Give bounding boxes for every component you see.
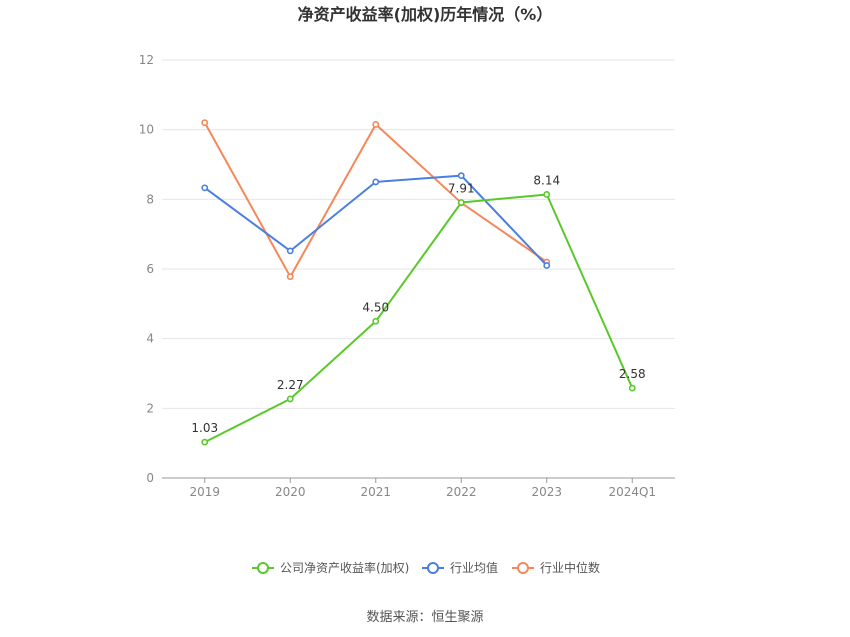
data-labels: 1.03 2.27 4.50 7.91 8.14 2.58 [191, 173, 645, 435]
y-tick-label: 2 [146, 401, 154, 415]
y-tick-label: 0 [146, 471, 154, 485]
y-tick-label: 8 [146, 192, 154, 206]
series-line-1 [204, 174, 548, 267]
data-point [543, 191, 551, 198]
legend-label-1: 行业均值 [450, 560, 498, 575]
legend-marker-2 [517, 562, 529, 574]
x-tick-label: 2020 [275, 485, 306, 499]
data-point [201, 119, 209, 127]
y-tick-label: 4 [146, 332, 154, 346]
x-tick-label: 2021 [360, 485, 391, 499]
data-point [286, 247, 294, 255]
x-tick-label: 2023 [531, 485, 562, 499]
legend-label-0: 公司净资产收益率(加权) [280, 560, 409, 575]
data-point [457, 172, 465, 180]
legend-marker-0 [257, 562, 269, 574]
data-point [372, 317, 380, 325]
data-label: 8.14 [533, 173, 560, 187]
y-tick-label: 10 [139, 123, 154, 137]
legend: 公司净资产收益率(加权) 行业均值 行业中位数 [252, 560, 600, 575]
data-label: 7.91 [448, 181, 475, 195]
data-label: 4.50 [362, 300, 389, 314]
y-tick-label: 6 [146, 262, 154, 276]
data-point [286, 395, 294, 403]
chart-title: 净资产收益率(加权)历年情况（%） [298, 5, 553, 24]
data-point [201, 184, 209, 192]
series-line-0 [204, 193, 634, 443]
data-point [372, 121, 380, 128]
legend-label-2: 行业中位数 [540, 560, 600, 575]
x-tick-label: 2024Q1 [608, 485, 656, 499]
axes: 0 2 4 6 8 10 12 2019 2020 2021 2022 2023 2024Q1 [139, 53, 675, 499]
data-point [286, 273, 294, 281]
data-point [372, 178, 380, 186]
data-label: 2.58 [619, 367, 646, 381]
grid [162, 59, 675, 409]
data-point [457, 199, 465, 206]
data-label: 1.03 [191, 421, 218, 435]
legend-marker-1 [427, 562, 439, 574]
series-layer [201, 119, 636, 446]
source-text: 数据来源：恒生聚源 [366, 610, 483, 625]
data-point [628, 384, 636, 392]
x-tick-label: 2019 [189, 485, 220, 499]
data-point [543, 262, 551, 269]
data-point [201, 438, 209, 446]
y-tick-label: 12 [139, 53, 154, 67]
x-tick-label: 2022 [446, 485, 477, 499]
data-label: 2.27 [277, 378, 304, 392]
